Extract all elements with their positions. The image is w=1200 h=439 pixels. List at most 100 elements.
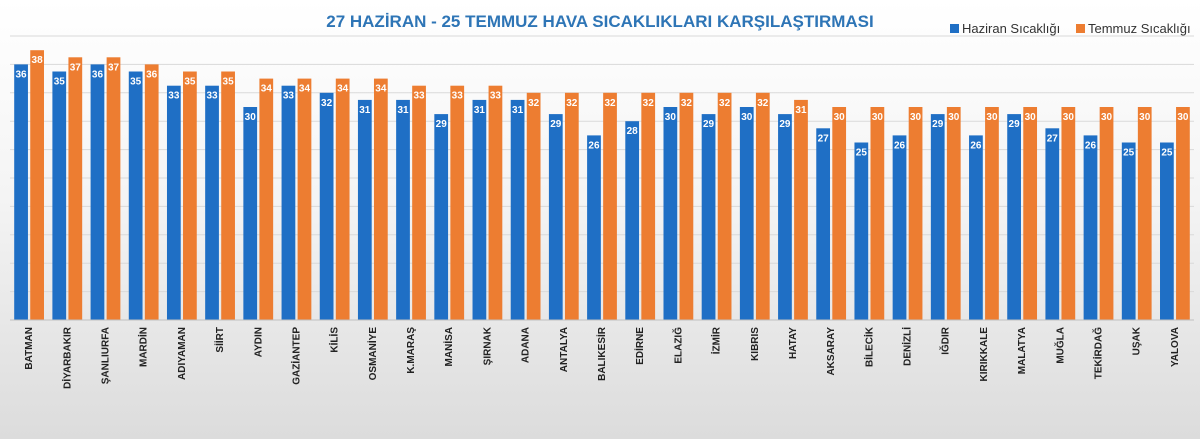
x-tick-label: MALATYA [1017,327,1028,374]
data-label-temmuz: 32 [566,98,578,109]
bar-haziran [357,99,372,321]
data-label-temmuz: 34 [375,84,387,95]
bar-temmuz [450,85,465,320]
bar-temmuz [755,92,770,320]
data-label-temmuz: 30 [1101,112,1113,123]
data-label-temmuz: 37 [108,62,120,73]
bar-temmuz [641,92,656,320]
bar-temmuz [1099,107,1114,320]
bar-haziran [14,64,28,321]
bar-temmuz [908,107,923,320]
x-tick-label: TEKİRDAĞ [1092,327,1105,379]
bar-haziran [778,114,792,320]
data-label-haziran: 29 [436,119,448,130]
chart-title: 27 HAZİRAN - 25 TEMMUZ HAVA SICAKLIKLARI… [326,12,873,31]
data-label-temmuz: 37 [70,62,82,73]
data-label-haziran: 28 [627,126,639,137]
data-label-haziran: 30 [245,112,257,123]
x-tick-label: ELAZIĞ [671,327,684,364]
bar-temmuz [946,107,961,320]
bar-haziran [969,135,983,320]
data-label-haziran: 29 [779,119,791,130]
data-label-haziran: 30 [741,112,753,123]
x-tick-label: BATMAN [24,327,35,370]
data-label-temmuz: 33 [490,91,502,102]
data-label-temmuz: 34 [337,84,349,95]
data-label-temmuz: 30 [834,112,846,123]
bar-haziran [1121,142,1136,320]
bar-haziran [1160,142,1174,320]
bar-temmuz [1137,107,1152,320]
x-tick-label: SİİRT [213,327,226,353]
bar-haziran [854,142,869,320]
x-tick-label: BİLECİK [862,326,875,367]
data-label-temmuz: 34 [261,84,273,95]
bar-temmuz [106,57,121,321]
data-label-temmuz: 38 [32,55,44,66]
data-label-haziran: 27 [1047,133,1059,144]
data-label-temmuz: 34 [299,84,311,95]
legend-label-temmuz: Temmuz Sıcaklığı [1088,21,1191,36]
bar-temmuz [526,92,541,320]
x-tick-label: AYDIN [253,327,264,357]
data-label-temmuz: 33 [452,91,464,102]
bar-haziran [1045,128,1060,320]
x-tick-label: KIBRIS [750,327,761,361]
bar-temmuz [1023,107,1038,320]
data-label-haziran: 26 [1085,140,1097,151]
x-tick-label: ADANA [521,327,532,363]
x-tick-label: BALIKESİR [595,326,608,381]
data-label-haziran: 35 [54,77,66,88]
bar-haziran [548,114,563,320]
data-label-haziran: 33 [168,91,180,102]
x-tick-label: MANİSA [442,327,455,366]
bar-haziran [281,85,296,320]
x-tick-label: OSMANİYE [366,327,379,381]
data-label-haziran: 30 [665,112,677,123]
x-tick-label: ŞANLIURFA [100,327,111,384]
data-label-temmuz: 30 [1177,112,1189,123]
x-tick-label: YALOVA [1170,327,1181,367]
bar-temmuz [794,99,808,321]
bar-temmuz [679,92,694,320]
data-label-haziran: 29 [932,119,944,130]
legend-swatch-temmuz [1076,24,1085,33]
data-label-haziran: 36 [92,69,104,80]
data-label-haziran: 32 [321,98,333,109]
bar-temmuz [870,107,885,320]
bar-temmuz [30,50,44,320]
bar-haziran [1007,114,1021,320]
bar-temmuz [564,92,579,320]
data-label-haziran: 31 [512,105,524,116]
x-tick-label: MUĞLA [1053,327,1066,364]
bar-temmuz [717,92,732,320]
bar-haziran [816,128,831,320]
data-label-haziran: 35 [130,77,142,88]
data-label-haziran: 29 [703,119,715,130]
x-tick-label: GAZİANTEP [289,327,302,385]
data-label-temmuz: 32 [719,98,731,109]
bar-haziran [319,92,334,320]
x-tick-label: UŞAK [1132,326,1143,355]
x-tick-label: HATAY [788,327,799,359]
data-label-temmuz: 30 [1025,112,1037,123]
data-label-haziran: 33 [283,91,295,102]
data-label-haziran: 36 [16,69,28,80]
x-tick-label: K.MARAŞ [406,327,417,374]
data-label-haziran: 33 [206,91,218,102]
data-label-haziran: 25 [856,148,868,159]
bar-haziran [663,107,678,320]
bar-temmuz [832,107,847,320]
bar-haziran [52,71,67,320]
bar-temmuz [603,92,617,320]
data-label-temmuz: 32 [757,98,769,109]
bar-temmuz [1061,107,1076,320]
data-label-haziran: 26 [894,140,906,151]
bar-temmuz [144,64,159,321]
data-label-haziran: 27 [818,133,830,144]
bar-layer [14,50,1190,321]
bar-haziran [90,64,105,321]
bar-haziran [892,135,907,320]
